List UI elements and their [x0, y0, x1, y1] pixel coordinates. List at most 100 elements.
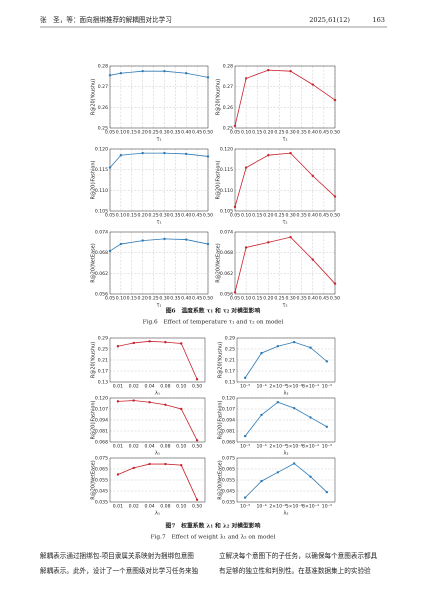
data-point — [267, 241, 270, 244]
data-point — [185, 238, 188, 241]
data-point — [185, 152, 188, 156]
data-point — [108, 249, 112, 253]
x-tick-label: 0.25 — [148, 130, 158, 136]
x-tick-label: 0.35 — [297, 213, 307, 219]
body-line: 立解决每个意图下的子任务，以确保每个意图表示都具 — [219, 551, 378, 560]
data-point — [164, 403, 167, 406]
y-tick-label: 0.065 — [95, 467, 108, 473]
y-tick-label: 0.120 — [222, 396, 235, 402]
x-tick-label: 0.10 — [241, 130, 251, 136]
x-tick-label: 0.50 — [192, 384, 202, 390]
y-axis-label: R@20(Youshu) — [218, 342, 224, 378]
x-tick-label: 10⁻³ — [322, 384, 332, 390]
data-point — [164, 340, 167, 344]
x-axis-label: τ₁ — [156, 137, 161, 143]
data-point — [309, 416, 312, 419]
x-tick-label: 0.04 — [144, 504, 154, 510]
data-point — [292, 406, 296, 410]
y-tick-label: 0.074 — [220, 230, 233, 236]
x-tick-label: 0.10 — [241, 213, 251, 219]
data-point — [108, 74, 112, 77]
x-tick-label: 5×10⁻⁴ — [286, 504, 303, 510]
body-line: 解耦表示。此外，设计了一个意图级对比学习任务来独 — [40, 566, 199, 575]
data-line — [117, 340, 198, 380]
x-tick-label: 0.02 — [129, 504, 139, 510]
data-point — [163, 69, 166, 73]
data-point — [108, 166, 112, 169]
y-axis-label: R@20(iFashion) — [91, 400, 97, 439]
y-tick-label: 0.107 — [222, 407, 235, 413]
x-axis-label: τ₁ — [156, 303, 161, 309]
y-tick-label: 0.107 — [95, 407, 108, 413]
data-point — [141, 239, 144, 242]
y-tick-label: 0.17 — [98, 369, 108, 375]
x-tick-label: 10⁻⁴ — [256, 444, 266, 450]
data-point — [119, 154, 123, 157]
x-tick-label: 0.45 — [192, 296, 202, 302]
y-tick-label: 0.13 — [225, 380, 235, 386]
data-point — [132, 399, 135, 402]
x-tick-label: 0.08 — [160, 444, 170, 450]
x-tick-label: 0.25 — [274, 130, 284, 136]
body-line: 有足够的独立性和判别性。在基准数据集上的实验验 — [219, 566, 371, 575]
data-point — [260, 413, 263, 417]
data-point — [244, 77, 248, 80]
data-point — [276, 471, 280, 474]
x-axis-label: τ₂ — [282, 137, 287, 143]
x-axis-label: λ₁ — [155, 451, 160, 457]
caption-en: Fig.6 Effect of temperature τ₁ and τ₂ on… — [143, 320, 284, 326]
data-point — [180, 342, 183, 345]
data-point — [148, 462, 151, 466]
x-tick-label: 0.40 — [308, 213, 318, 219]
x-tick-label: 0.05 — [230, 213, 240, 219]
y-tick-label: 0.27 — [223, 84, 233, 90]
x-tick-label: 10⁻⁵ — [240, 444, 250, 450]
x-tick-label: 2×10⁻⁴ — [269, 384, 286, 390]
y-tick-label: 0.29 — [225, 336, 235, 342]
x-tick-label: 0.25 — [148, 296, 158, 302]
x-tick-label: 0.10 — [176, 444, 186, 450]
data-line — [117, 463, 198, 500]
x-tick-label: 8×10⁻⁴ — [302, 384, 319, 390]
data-point — [276, 345, 280, 348]
x-tick-label: 0.20 — [263, 130, 273, 136]
y-tick-label: 0.110 — [95, 188, 108, 194]
data-point — [243, 496, 247, 499]
x-tick-label: 0.45 — [192, 130, 202, 136]
x-axis-label: τ₂ — [282, 303, 287, 309]
y-tick-label: 0.068 — [222, 440, 235, 446]
x-tick-label: 0.04 — [144, 444, 154, 450]
x-tick-label: 0.50 — [203, 296, 213, 302]
x-tick-label: 10⁻³ — [322, 444, 332, 450]
x-tick-label: 2×10⁻⁴ — [269, 504, 286, 510]
x-tick-label: 0.02 — [129, 384, 139, 390]
data-line — [244, 341, 328, 379]
x-tick-label: 2×10⁻⁴ — [269, 444, 286, 450]
x-tick-label: 0.50 — [203, 130, 213, 136]
data-point — [180, 407, 183, 411]
y-tick-label: 0.081 — [222, 429, 235, 435]
data-point — [233, 291, 237, 294]
x-axis-label: λ₁ — [155, 391, 160, 397]
data-point — [163, 151, 166, 155]
x-tick-label: 0.15 — [252, 213, 262, 219]
data-point — [325, 425, 329, 428]
x-tick-label: 0.20 — [138, 213, 148, 219]
x-tick-label: 0.02 — [129, 444, 139, 450]
y-tick-label: 0.081 — [95, 429, 108, 435]
x-tick-label: 0.45 — [192, 213, 202, 219]
data-point — [292, 462, 296, 465]
data-point — [141, 151, 144, 155]
data-point — [141, 69, 144, 73]
x-tick-label: 0.20 — [138, 296, 148, 302]
x-tick-label: 0.15 — [252, 296, 262, 302]
data-point — [195, 439, 199, 442]
data-point — [289, 151, 292, 155]
y-tick-label: 0.062 — [95, 271, 108, 277]
x-tick-label: 0.30 — [159, 296, 169, 302]
data-point — [333, 195, 337, 198]
data-point — [243, 434, 247, 438]
x-tick-label: 0.10 — [116, 130, 126, 136]
y-tick-label: 0.055 — [222, 478, 235, 484]
x-tick-label: 0.50 — [203, 213, 213, 219]
